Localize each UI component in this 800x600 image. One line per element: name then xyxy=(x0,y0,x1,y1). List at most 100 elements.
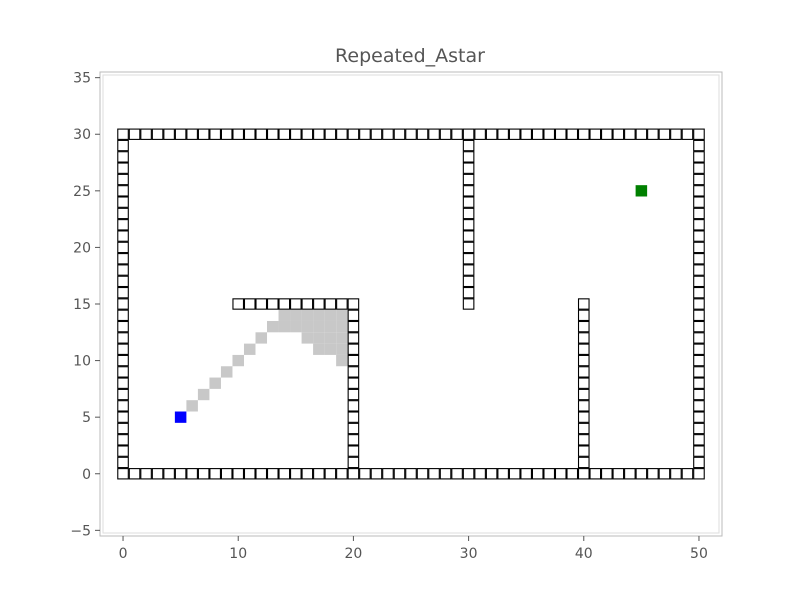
wall-cell xyxy=(428,128,440,140)
visited-cell xyxy=(301,332,314,344)
wall-cell xyxy=(370,468,383,480)
wall-cell xyxy=(577,388,590,401)
visited-cell xyxy=(336,343,348,355)
wall-cell xyxy=(485,468,498,480)
wall-cell xyxy=(117,354,129,367)
wall-cell xyxy=(577,343,590,355)
wall-cell xyxy=(117,468,129,480)
wall-cell xyxy=(347,309,360,322)
wall-cell xyxy=(220,468,233,480)
wall-cell xyxy=(693,388,705,401)
wall-cell xyxy=(174,468,187,480)
wall-cell xyxy=(174,128,187,140)
wall-cell xyxy=(117,207,129,220)
wall-cell xyxy=(151,128,164,140)
wall-cell xyxy=(324,298,337,310)
wall-cell xyxy=(693,309,705,322)
wall-cell xyxy=(601,128,613,140)
wall-cell xyxy=(347,400,360,412)
wall-cell xyxy=(693,343,705,355)
wall-cell xyxy=(462,219,475,231)
y-tick-label: 10 xyxy=(73,354,91,370)
x-tick-label: 20 xyxy=(344,546,362,562)
wall-cell xyxy=(324,128,337,140)
wall-cell xyxy=(624,468,636,480)
wall-cell xyxy=(693,377,705,389)
visited-cell xyxy=(278,309,291,321)
wall-cell xyxy=(577,320,590,333)
wall-cell xyxy=(485,128,498,140)
wall-cell xyxy=(693,264,705,276)
wall-cell xyxy=(693,298,705,310)
y-tick-label: 0 xyxy=(82,467,91,483)
visited-cell xyxy=(220,366,233,378)
wall-cell xyxy=(151,468,164,480)
wall-cell xyxy=(462,128,475,140)
wall-cell xyxy=(508,128,521,140)
wall-cell xyxy=(347,354,360,367)
wall-cell xyxy=(601,468,613,480)
wall-cell xyxy=(359,128,371,140)
wall-cell xyxy=(577,366,590,378)
y-tick-label: −5 xyxy=(70,523,91,539)
wall-cell xyxy=(301,298,314,310)
wall-cell xyxy=(232,468,245,480)
wall-cell xyxy=(313,298,325,310)
wall-cell xyxy=(577,332,590,344)
wall-cell xyxy=(693,196,705,208)
wall-cell xyxy=(163,468,175,480)
wall-cell xyxy=(693,207,705,220)
wall-cell xyxy=(255,468,268,480)
wall-cell xyxy=(278,128,291,140)
x-tick-label: 50 xyxy=(690,546,708,562)
wall-cell xyxy=(462,241,475,254)
wall-cell xyxy=(117,230,129,242)
wall-cell xyxy=(462,185,475,197)
wall-cell xyxy=(635,468,648,480)
wall-cell xyxy=(405,128,417,140)
wall-cell xyxy=(347,343,360,355)
wall-cell xyxy=(266,128,279,140)
y-tick-label: 20 xyxy=(73,240,91,256)
wall-cell xyxy=(647,468,659,480)
wall-cell xyxy=(554,468,567,480)
wall-cell xyxy=(393,468,406,480)
wall-cell xyxy=(290,298,302,310)
wall-cell xyxy=(117,264,129,276)
x-tick-label: 0 xyxy=(119,546,128,562)
visited-cell xyxy=(278,320,291,333)
wall-cell xyxy=(117,241,129,254)
visited-cell xyxy=(243,343,256,355)
x-tick-label: 40 xyxy=(575,546,593,562)
visited-cell xyxy=(301,309,314,321)
wall-cell xyxy=(117,173,129,186)
wall-cell xyxy=(589,128,602,140)
wall-cell xyxy=(336,298,348,310)
wall-cell xyxy=(428,468,440,480)
wall-cell xyxy=(462,298,475,310)
visited-cell xyxy=(313,343,325,355)
wall-cell xyxy=(693,411,705,423)
visited-cell xyxy=(209,377,221,389)
visited-cell xyxy=(186,400,198,412)
wall-cell xyxy=(462,275,475,288)
wall-cell xyxy=(347,298,360,310)
wall-cell xyxy=(670,128,682,140)
wall-cell xyxy=(255,128,268,140)
wall-cell xyxy=(347,332,360,344)
wall-cell xyxy=(197,128,210,140)
wall-cell xyxy=(693,434,705,446)
wall-cell xyxy=(693,151,705,163)
wall-cell xyxy=(117,411,129,423)
y-tick-label: 5 xyxy=(82,410,91,426)
wall-cell xyxy=(117,377,129,389)
y-tick-label: 30 xyxy=(73,127,91,143)
wall-cell xyxy=(209,128,221,140)
wall-cell xyxy=(520,128,532,140)
wall-cell xyxy=(531,128,544,140)
wall-cell xyxy=(635,128,648,140)
wall-cell xyxy=(462,286,475,299)
wall-cell xyxy=(462,196,475,208)
wall-cell xyxy=(693,241,705,254)
visited-cell xyxy=(290,309,302,321)
